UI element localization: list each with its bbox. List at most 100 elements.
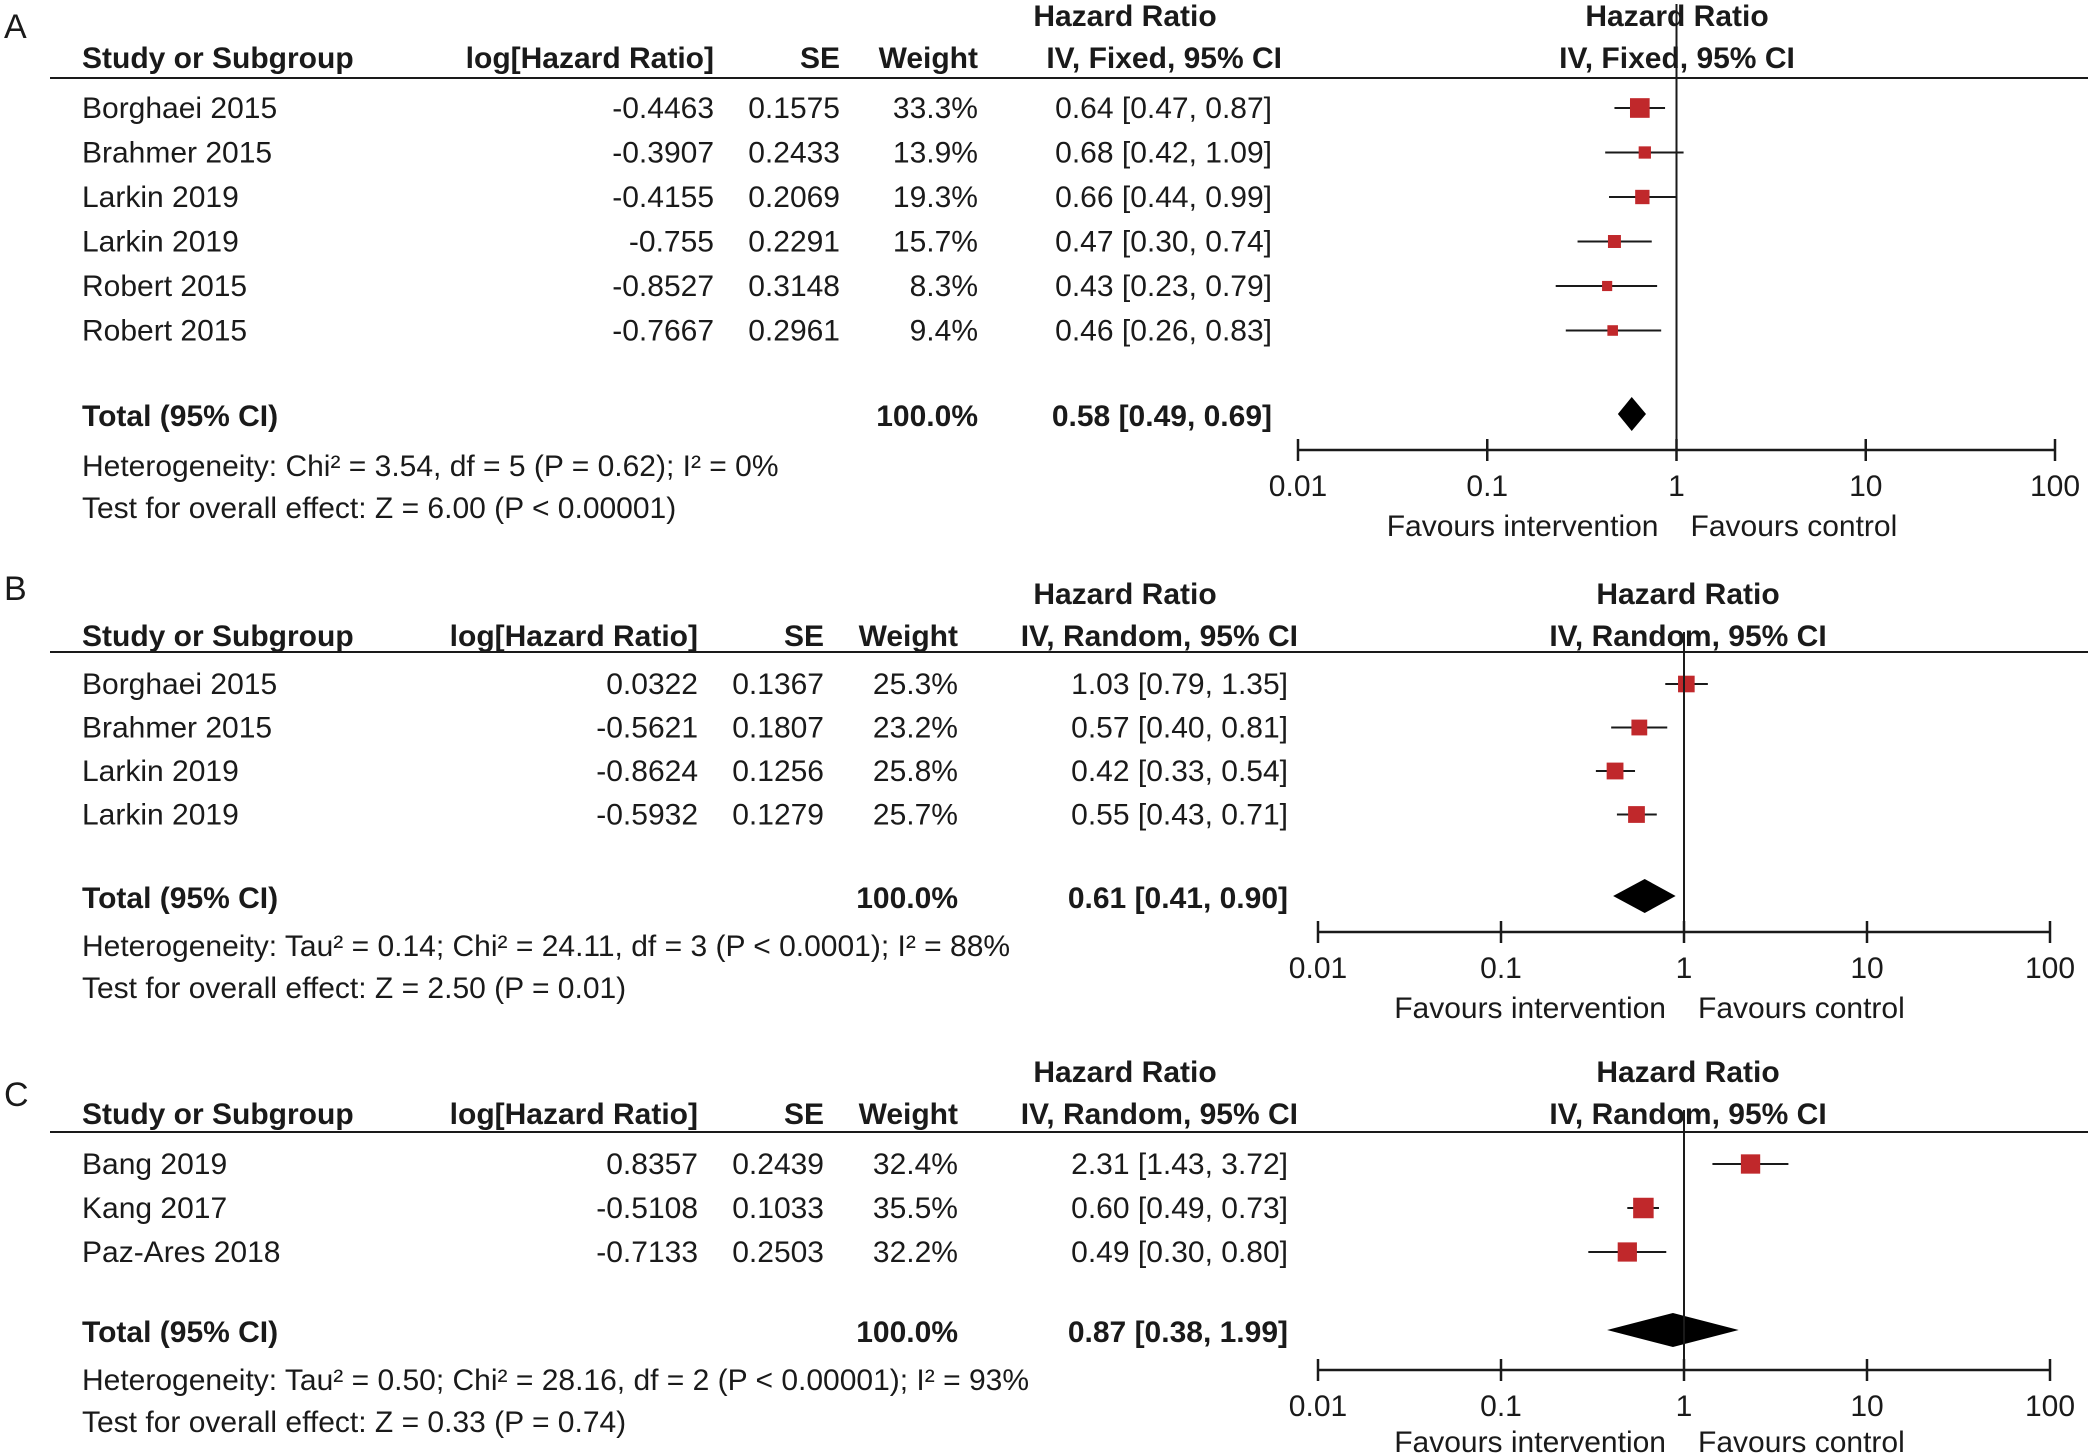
- hazard-ratio-ci: 0.64 [0.47, 0.87]: [1055, 92, 1272, 125]
- total-ci: 0.87 [0.38, 1.99]: [1068, 1316, 1288, 1349]
- study-marker: [1633, 1197, 1654, 1219]
- header-hr-method: IV, Random, 95% CI: [1021, 620, 1298, 653]
- study-name: Borghaei 2015: [82, 668, 277, 701]
- study-weight: 32.2%: [873, 1236, 958, 1269]
- standard-error: 0.2503: [732, 1236, 824, 1269]
- study-weight: 25.3%: [873, 668, 958, 701]
- summary-diamond: [1617, 397, 1647, 431]
- hazard-ratio-ci: 0.43 [0.23, 0.79]: [1055, 270, 1272, 303]
- hr-column-title: Hazard Ratio: [1033, 578, 1216, 611]
- standard-error: 0.2433: [748, 137, 840, 170]
- hazard-ratio-ci: 1.03 [0.79, 1.35]: [1071, 668, 1288, 701]
- x-tick-label: 10: [1850, 1390, 1883, 1423]
- study-name: Robert 2015: [82, 270, 247, 303]
- header-study: Study or Subgroup: [82, 1098, 354, 1131]
- hazard-ratio-ci: 0.57 [0.40, 0.81]: [1071, 712, 1288, 745]
- study-weight: 25.7%: [873, 799, 958, 832]
- standard-error: 0.3148: [748, 270, 840, 303]
- standard-error: 0.2069: [748, 181, 840, 214]
- study-name: Brahmer 2015: [82, 137, 272, 170]
- standard-error: 0.2291: [748, 226, 840, 259]
- header-se: SE: [784, 1098, 824, 1131]
- x-tick-label: 10: [1850, 952, 1883, 985]
- log-hazard-ratio: -0.7133: [596, 1236, 698, 1269]
- total-weight: 100.0%: [856, 1316, 958, 1349]
- header-plot-method: IV, Random, 95% CI: [1549, 1098, 1826, 1131]
- x-tick-label: 100: [2030, 470, 2080, 503]
- plot-title: Hazard Ratio: [1596, 1056, 1779, 1089]
- study-marker: [1602, 280, 1613, 292]
- header-study: Study or Subgroup: [82, 620, 354, 653]
- header-plot-method: IV, Random, 95% CI: [1549, 620, 1826, 653]
- total-label: Total (95% CI): [82, 1316, 278, 1349]
- study-weight: 8.3%: [910, 270, 978, 303]
- header-loghr: log[Hazard Ratio]: [450, 1098, 698, 1131]
- heterogeneity-text: Heterogeneity: Tau² = 0.50; Chi² = 28.16…: [82, 1364, 1029, 1397]
- log-hazard-ratio: -0.5108: [596, 1192, 698, 1225]
- overall-effect-text: Test for overall effect: Z = 2.50 (P = 0…: [82, 972, 626, 1005]
- favours-control-label: Favours control: [1698, 1426, 1905, 1456]
- header-loghr: log[Hazard Ratio]: [450, 620, 698, 653]
- x-tick-label: 100: [2025, 952, 2075, 985]
- hr-column-title: Hazard Ratio: [1033, 0, 1216, 33]
- study-name: Bang 2019: [82, 1148, 227, 1181]
- study-marker: [1607, 235, 1621, 248]
- standard-error: 0.1033: [732, 1192, 824, 1225]
- favours-control-label: Favours control: [1698, 992, 1905, 1025]
- study-marker: [1631, 719, 1648, 736]
- hr-column-title: Hazard Ratio: [1033, 1056, 1216, 1089]
- hazard-ratio-ci: 0.66 [0.44, 0.99]: [1055, 181, 1272, 214]
- header-loghr: log[Hazard Ratio]: [466, 42, 714, 75]
- standard-error: 0.1575: [748, 92, 840, 125]
- favours-intervention-label: Favours intervention: [1387, 510, 1659, 543]
- study-name: Kang 2017: [82, 1192, 227, 1225]
- hazard-ratio-ci: 0.47 [0.30, 0.74]: [1055, 226, 1272, 259]
- study-marker: [1678, 675, 1695, 693]
- study-marker: [1617, 1242, 1637, 1262]
- study-marker: [1607, 325, 1618, 336]
- hazard-ratio-ci: 0.55 [0.43, 0.71]: [1071, 799, 1288, 832]
- total-weight: 100.0%: [876, 400, 978, 433]
- hazard-ratio-ci: 0.68 [0.42, 1.09]: [1055, 137, 1272, 170]
- heterogeneity-text: Heterogeneity: Tau² = 0.14; Chi² = 24.11…: [82, 930, 1010, 963]
- standard-error: 0.1367: [732, 668, 824, 701]
- study-weight: 19.3%: [893, 181, 978, 214]
- x-tick-label: 0.01: [1269, 470, 1327, 503]
- study-weight: 25.8%: [873, 755, 958, 788]
- header-weight: Weight: [879, 42, 978, 75]
- x-tick-label: 10: [1849, 470, 1882, 503]
- hazard-ratio-ci: 2.31 [1.43, 3.72]: [1071, 1148, 1288, 1181]
- overall-effect-text: Test for overall effect: Z = 6.00 (P < 0…: [82, 492, 676, 525]
- x-tick-label: 1: [1676, 952, 1693, 985]
- overall-effect-text: Test for overall effect: Z = 0.33 (P = 0…: [82, 1406, 626, 1439]
- study-marker: [1629, 98, 1650, 118]
- total-weight: 100.0%: [856, 882, 958, 915]
- panel-letter: C: [4, 1076, 29, 1114]
- study-name: Larkin 2019: [82, 226, 239, 259]
- panel-letter: B: [4, 570, 27, 608]
- total-ci: 0.61 [0.41, 0.90]: [1068, 882, 1288, 915]
- x-tick-label: 0.1: [1480, 1390, 1522, 1423]
- x-tick-label: 1: [1676, 1390, 1693, 1423]
- hazard-ratio-ci: 0.60 [0.49, 0.73]: [1071, 1192, 1288, 1225]
- standard-error: 0.2439: [732, 1148, 824, 1181]
- favours-intervention-label: Favours intervention: [1394, 1426, 1666, 1456]
- header-hr-method: IV, Random, 95% CI: [1021, 1098, 1298, 1131]
- log-hazard-ratio: -0.8624: [596, 755, 698, 788]
- hazard-ratio-ci: 0.42 [0.33, 0.54]: [1071, 755, 1288, 788]
- panel-letter: A: [4, 8, 27, 46]
- header-weight: Weight: [859, 1098, 958, 1131]
- log-hazard-ratio: -0.5621: [596, 712, 698, 745]
- study-name: Paz-Ares 2018: [82, 1236, 280, 1269]
- study-weight: 13.9%: [893, 137, 978, 170]
- x-tick-label: 0.1: [1480, 952, 1522, 985]
- study-marker: [1740, 1154, 1761, 1174]
- study-weight: 32.4%: [873, 1148, 958, 1181]
- x-tick-label: 0.01: [1289, 952, 1347, 985]
- log-hazard-ratio: 0.8357: [606, 1148, 698, 1181]
- x-tick-label: 100: [2025, 1390, 2075, 1423]
- log-hazard-ratio: -0.5932: [596, 799, 698, 832]
- header-weight: Weight: [859, 620, 958, 653]
- log-hazard-ratio: 0.0322: [606, 668, 698, 701]
